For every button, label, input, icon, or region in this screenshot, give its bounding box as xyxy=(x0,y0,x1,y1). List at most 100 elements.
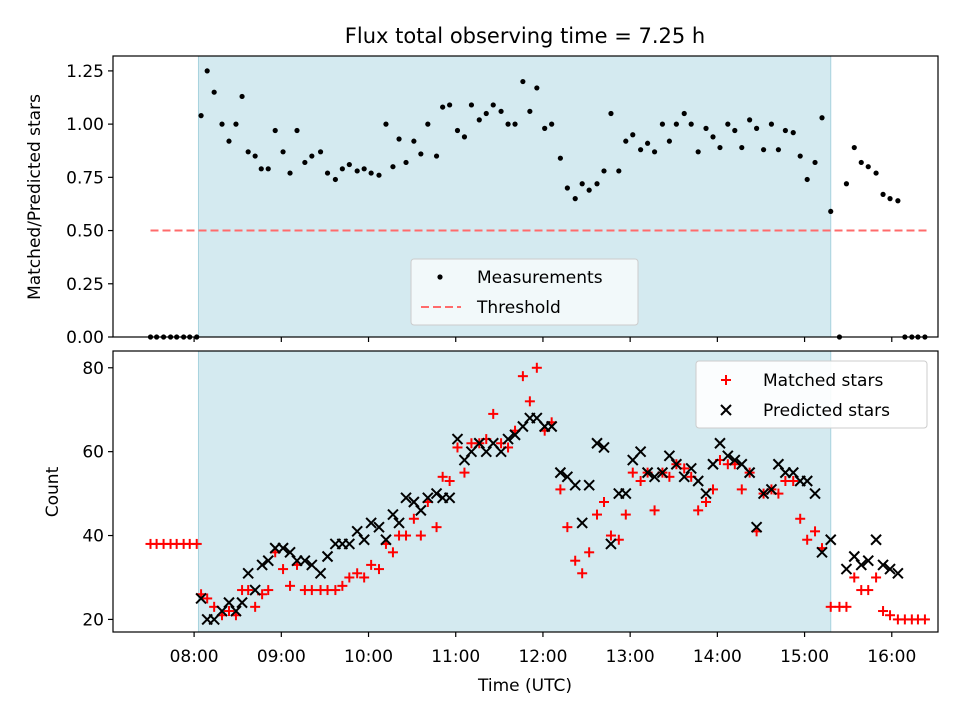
measurement-point xyxy=(512,121,518,127)
legend-box xyxy=(695,360,928,429)
measurement-point xyxy=(880,191,886,197)
predicted-star-marker xyxy=(242,567,254,579)
predicted-star-marker xyxy=(648,471,661,483)
matched-star-marker xyxy=(885,610,896,621)
predicted-star-marker xyxy=(877,559,889,571)
matched-star-marker xyxy=(555,484,566,495)
legend-predicted-label: Predicted stars xyxy=(763,401,890,421)
matched-star-marker xyxy=(788,476,799,487)
predicted-star-marker xyxy=(801,475,813,487)
measurement-point xyxy=(673,121,679,127)
matched-star-marker xyxy=(635,476,646,487)
matched-star-marker xyxy=(431,522,442,533)
matched-star-marker xyxy=(693,505,704,516)
matched-star-marker xyxy=(598,496,609,507)
measurement-point xyxy=(454,127,461,134)
measurement-point xyxy=(433,153,440,159)
predicted-star-marker xyxy=(314,567,327,579)
predicted-star-marker xyxy=(502,433,514,445)
x-tick-label: 13:00 xyxy=(606,647,655,667)
predicted-star-marker xyxy=(634,445,647,458)
measurement-point xyxy=(865,164,871,170)
measurement-point xyxy=(608,110,614,117)
measurement-point xyxy=(887,196,893,202)
predicted-star-marker xyxy=(321,550,334,563)
y-tick-label: 1.00 xyxy=(66,115,104,135)
x-tick-label: 16:00 xyxy=(867,647,916,667)
measurement-point xyxy=(527,108,533,114)
measurement-point xyxy=(219,121,225,127)
measurement-point xyxy=(790,130,796,136)
measurement-point xyxy=(418,151,424,157)
measurement-point xyxy=(732,127,738,134)
matched-star-marker xyxy=(562,522,573,533)
y-tick-label: 1.25 xyxy=(66,62,104,82)
predicted-star-marker xyxy=(670,458,683,470)
measurement-point xyxy=(354,168,360,174)
matched-star-marker xyxy=(191,538,202,549)
x-tick-label: 10:00 xyxy=(344,647,393,667)
x-tick-label: 11:00 xyxy=(431,647,480,667)
predicted-star-marker xyxy=(692,475,704,487)
measurement-point xyxy=(754,125,760,131)
matched-star-marker xyxy=(605,530,616,541)
top-y-ticks: 0.00 0.25 0.50 0.75 1.00 1.25 xyxy=(66,62,113,348)
predicted-star-marker xyxy=(230,605,242,617)
measurement-point xyxy=(534,85,540,91)
predicted-star-marker xyxy=(415,504,427,517)
legend-threshold-label: Threshold xyxy=(476,298,561,318)
predicted-star-marker xyxy=(765,483,778,496)
measurement-point xyxy=(287,170,293,176)
predicted-star-marker xyxy=(545,420,558,433)
measurement-point xyxy=(403,159,409,166)
matched-star-marker xyxy=(202,593,213,604)
measurement-point xyxy=(302,159,308,166)
measurement-point xyxy=(688,121,694,127)
predicted-stars-points xyxy=(195,412,904,626)
predicted-star-marker xyxy=(750,521,763,533)
measurement-point xyxy=(272,127,278,134)
measurement-point xyxy=(265,166,271,172)
predicted-star-marker xyxy=(400,492,412,504)
predicted-star-marker xyxy=(892,567,904,579)
matched-star-marker xyxy=(863,585,874,596)
predicted-star-marker xyxy=(358,534,370,546)
matched-star-marker xyxy=(437,471,448,482)
predicted-star-marker xyxy=(707,458,719,470)
measurement-point xyxy=(317,149,324,155)
measurement-point xyxy=(710,134,716,140)
measurement-point xyxy=(659,121,666,127)
predicted-star-marker xyxy=(422,492,434,504)
predicted-star-marker xyxy=(393,517,405,529)
x-tick-label: 08:00 xyxy=(170,647,219,667)
matched-star-marker xyxy=(878,606,889,617)
matched-star-marker xyxy=(285,580,296,591)
matched-star-marker xyxy=(366,559,377,570)
legend-matched-label: Matched stars xyxy=(763,371,883,391)
measurement-point xyxy=(579,181,585,187)
measurement-point xyxy=(851,144,857,151)
matched-star-marker xyxy=(919,614,930,625)
measurement-point xyxy=(695,149,701,155)
x-tick-label: 09:00 xyxy=(257,647,306,667)
matched-star-marker xyxy=(701,496,712,507)
matched-star-marker xyxy=(524,396,535,407)
measurement-point xyxy=(383,121,389,127)
predicted-star-marker xyxy=(620,487,632,500)
measurement-point xyxy=(557,155,563,161)
predicted-star-marker xyxy=(443,492,456,504)
predicted-star-marker xyxy=(236,596,248,609)
top-legend: Measurements Threshold xyxy=(410,258,639,326)
measurement-point xyxy=(368,170,374,176)
predicted-star-marker xyxy=(884,563,896,575)
measurement-point xyxy=(616,168,622,174)
measurement-point xyxy=(858,159,864,166)
measurement-point xyxy=(747,117,753,123)
y-tick-label: 40 xyxy=(82,527,104,547)
measurement-point xyxy=(804,176,810,183)
matched-star-marker xyxy=(570,555,581,566)
measurement-point xyxy=(252,153,258,159)
matched-star-marker xyxy=(810,526,821,537)
measurement-point xyxy=(843,181,850,187)
